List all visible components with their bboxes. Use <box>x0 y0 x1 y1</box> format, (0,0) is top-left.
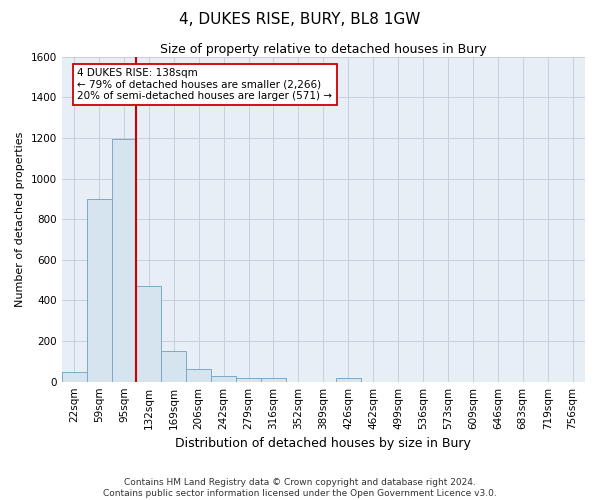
Bar <box>112 139 136 382</box>
Title: Size of property relative to detached houses in Bury: Size of property relative to detached ho… <box>160 42 487 56</box>
Text: 4 DUKES RISE: 138sqm
← 79% of detached houses are smaller (2,266)
20% of semi-de: 4 DUKES RISE: 138sqm ← 79% of detached h… <box>77 68 332 101</box>
Bar <box>261 378 286 382</box>
Bar <box>211 376 236 382</box>
Text: Contains HM Land Registry data © Crown copyright and database right 2024.
Contai: Contains HM Land Registry data © Crown c… <box>103 478 497 498</box>
Bar <box>62 372 86 382</box>
Bar <box>161 351 186 382</box>
Bar <box>336 378 361 382</box>
Bar <box>236 378 261 382</box>
Bar <box>86 199 112 382</box>
Bar <box>186 370 211 382</box>
X-axis label: Distribution of detached houses by size in Bury: Distribution of detached houses by size … <box>175 437 471 450</box>
Bar <box>136 286 161 382</box>
Y-axis label: Number of detached properties: Number of detached properties <box>15 132 25 307</box>
Text: 4, DUKES RISE, BURY, BL8 1GW: 4, DUKES RISE, BURY, BL8 1GW <box>179 12 421 28</box>
